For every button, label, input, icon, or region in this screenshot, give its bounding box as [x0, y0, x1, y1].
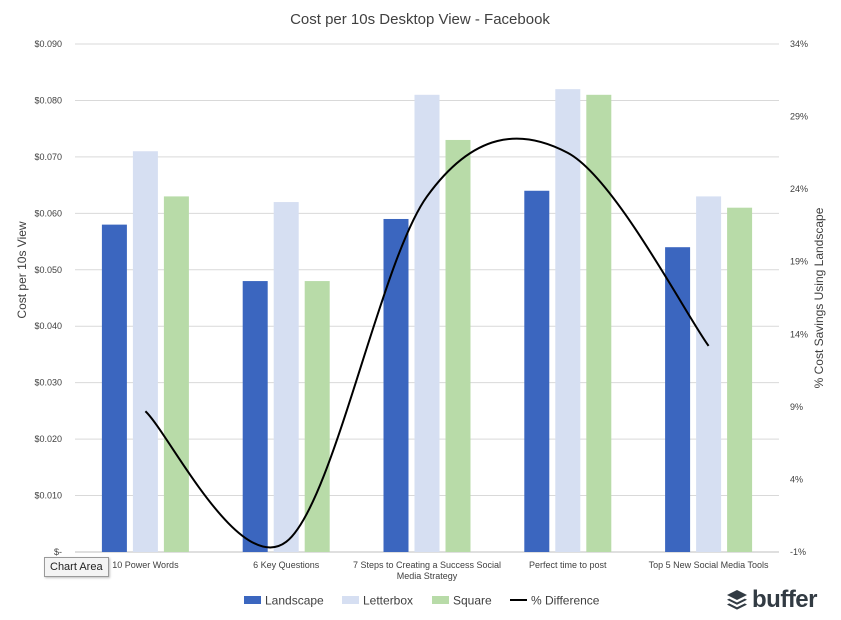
y-tick-label: $0.070 [34, 152, 62, 162]
x-tick-label: Top 5 New Social Media Tools [649, 560, 769, 570]
y2-tick-label: 29% [790, 112, 808, 122]
y-tick-label: $0.050 [34, 265, 62, 275]
buffer-logo-icon [727, 590, 747, 610]
legend-swatch-landscape [244, 596, 261, 604]
y-tick-label: $0.060 [34, 208, 62, 218]
brand-name: buffer [752, 586, 818, 613]
legend-swatch-square [432, 596, 449, 604]
legend-swatch-letterbox [342, 596, 359, 604]
legend-label: Square [453, 594, 492, 608]
legend-label: Landscape [265, 594, 324, 608]
y2-tick-label: -1% [790, 547, 806, 557]
bar-landscape [383, 218, 409, 552]
bar-landscape [101, 224, 127, 552]
bar-square [586, 94, 612, 553]
bar-letterbox [132, 151, 158, 552]
y2-axis-title: % Cost Savings Using Landscape [812, 207, 826, 388]
y-tick-label: $0.080 [34, 95, 62, 105]
y-tick-label: $0.090 [34, 39, 62, 49]
line-series [144, 137, 710, 549]
y2-tick-label: 24% [790, 184, 808, 194]
x-tick-label: 7 Steps to Creating a Success Social Medi… [353, 560, 501, 581]
bars [101, 89, 753, 553]
bar-square [445, 139, 471, 552]
legend: Landscape Letterbox Square % Difference [244, 594, 600, 608]
bar-square [304, 281, 330, 552]
y-tick-label: $- [54, 547, 62, 557]
y2-tick-label: 34% [790, 39, 808, 49]
bar-letterbox [273, 202, 299, 553]
bar-square [163, 196, 189, 552]
bar-landscape [242, 281, 268, 552]
y2-tick-label: 4% [790, 474, 803, 484]
x-tick-label: Perfect time to post [529, 560, 607, 570]
bar-letterbox [696, 196, 722, 552]
legend-label: % Difference [531, 594, 600, 608]
y2-axis-ticks: -1% 4% 9% 14% 19% 24% 29% 34% [790, 39, 808, 557]
x-tick-label: 10 Power Words [112, 560, 179, 570]
y-tick-label: $0.010 [34, 491, 62, 501]
y-axis-ticks: $- $0.010 $0.020 $0.030 $0.040 $0.050 $0.060 $0… [34, 39, 62, 557]
bar-letterbox [555, 89, 581, 553]
chart-area-tooltip: Chart Area [44, 557, 109, 577]
bar-square [727, 207, 753, 552]
legend-label: Letterbox [363, 594, 413, 608]
bar-letterbox [414, 94, 440, 553]
y2-tick-label: 9% [790, 402, 803, 412]
line-percent-difference [144, 137, 710, 549]
y-tick-label: $0.040 [34, 321, 62, 331]
y-axis-title: Cost per 10s View [15, 221, 29, 318]
brand-logo: buffer [726, 586, 818, 614]
y2-tick-label: 19% [790, 257, 808, 267]
bar-landscape [524, 190, 550, 552]
x-tick-label: 6 Key Questions [253, 560, 320, 570]
y2-tick-label: 14% [790, 329, 808, 339]
x-axis-ticks: 10 Power Words 6 Key Questions 7 Steps to … [112, 560, 769, 581]
chart-title: Cost per 10s Desktop View - Facebook [290, 11, 550, 28]
y-tick-label: $0.020 [34, 434, 62, 444]
bar-landscape [665, 247, 691, 552]
y-tick-label: $0.030 [34, 378, 62, 388]
